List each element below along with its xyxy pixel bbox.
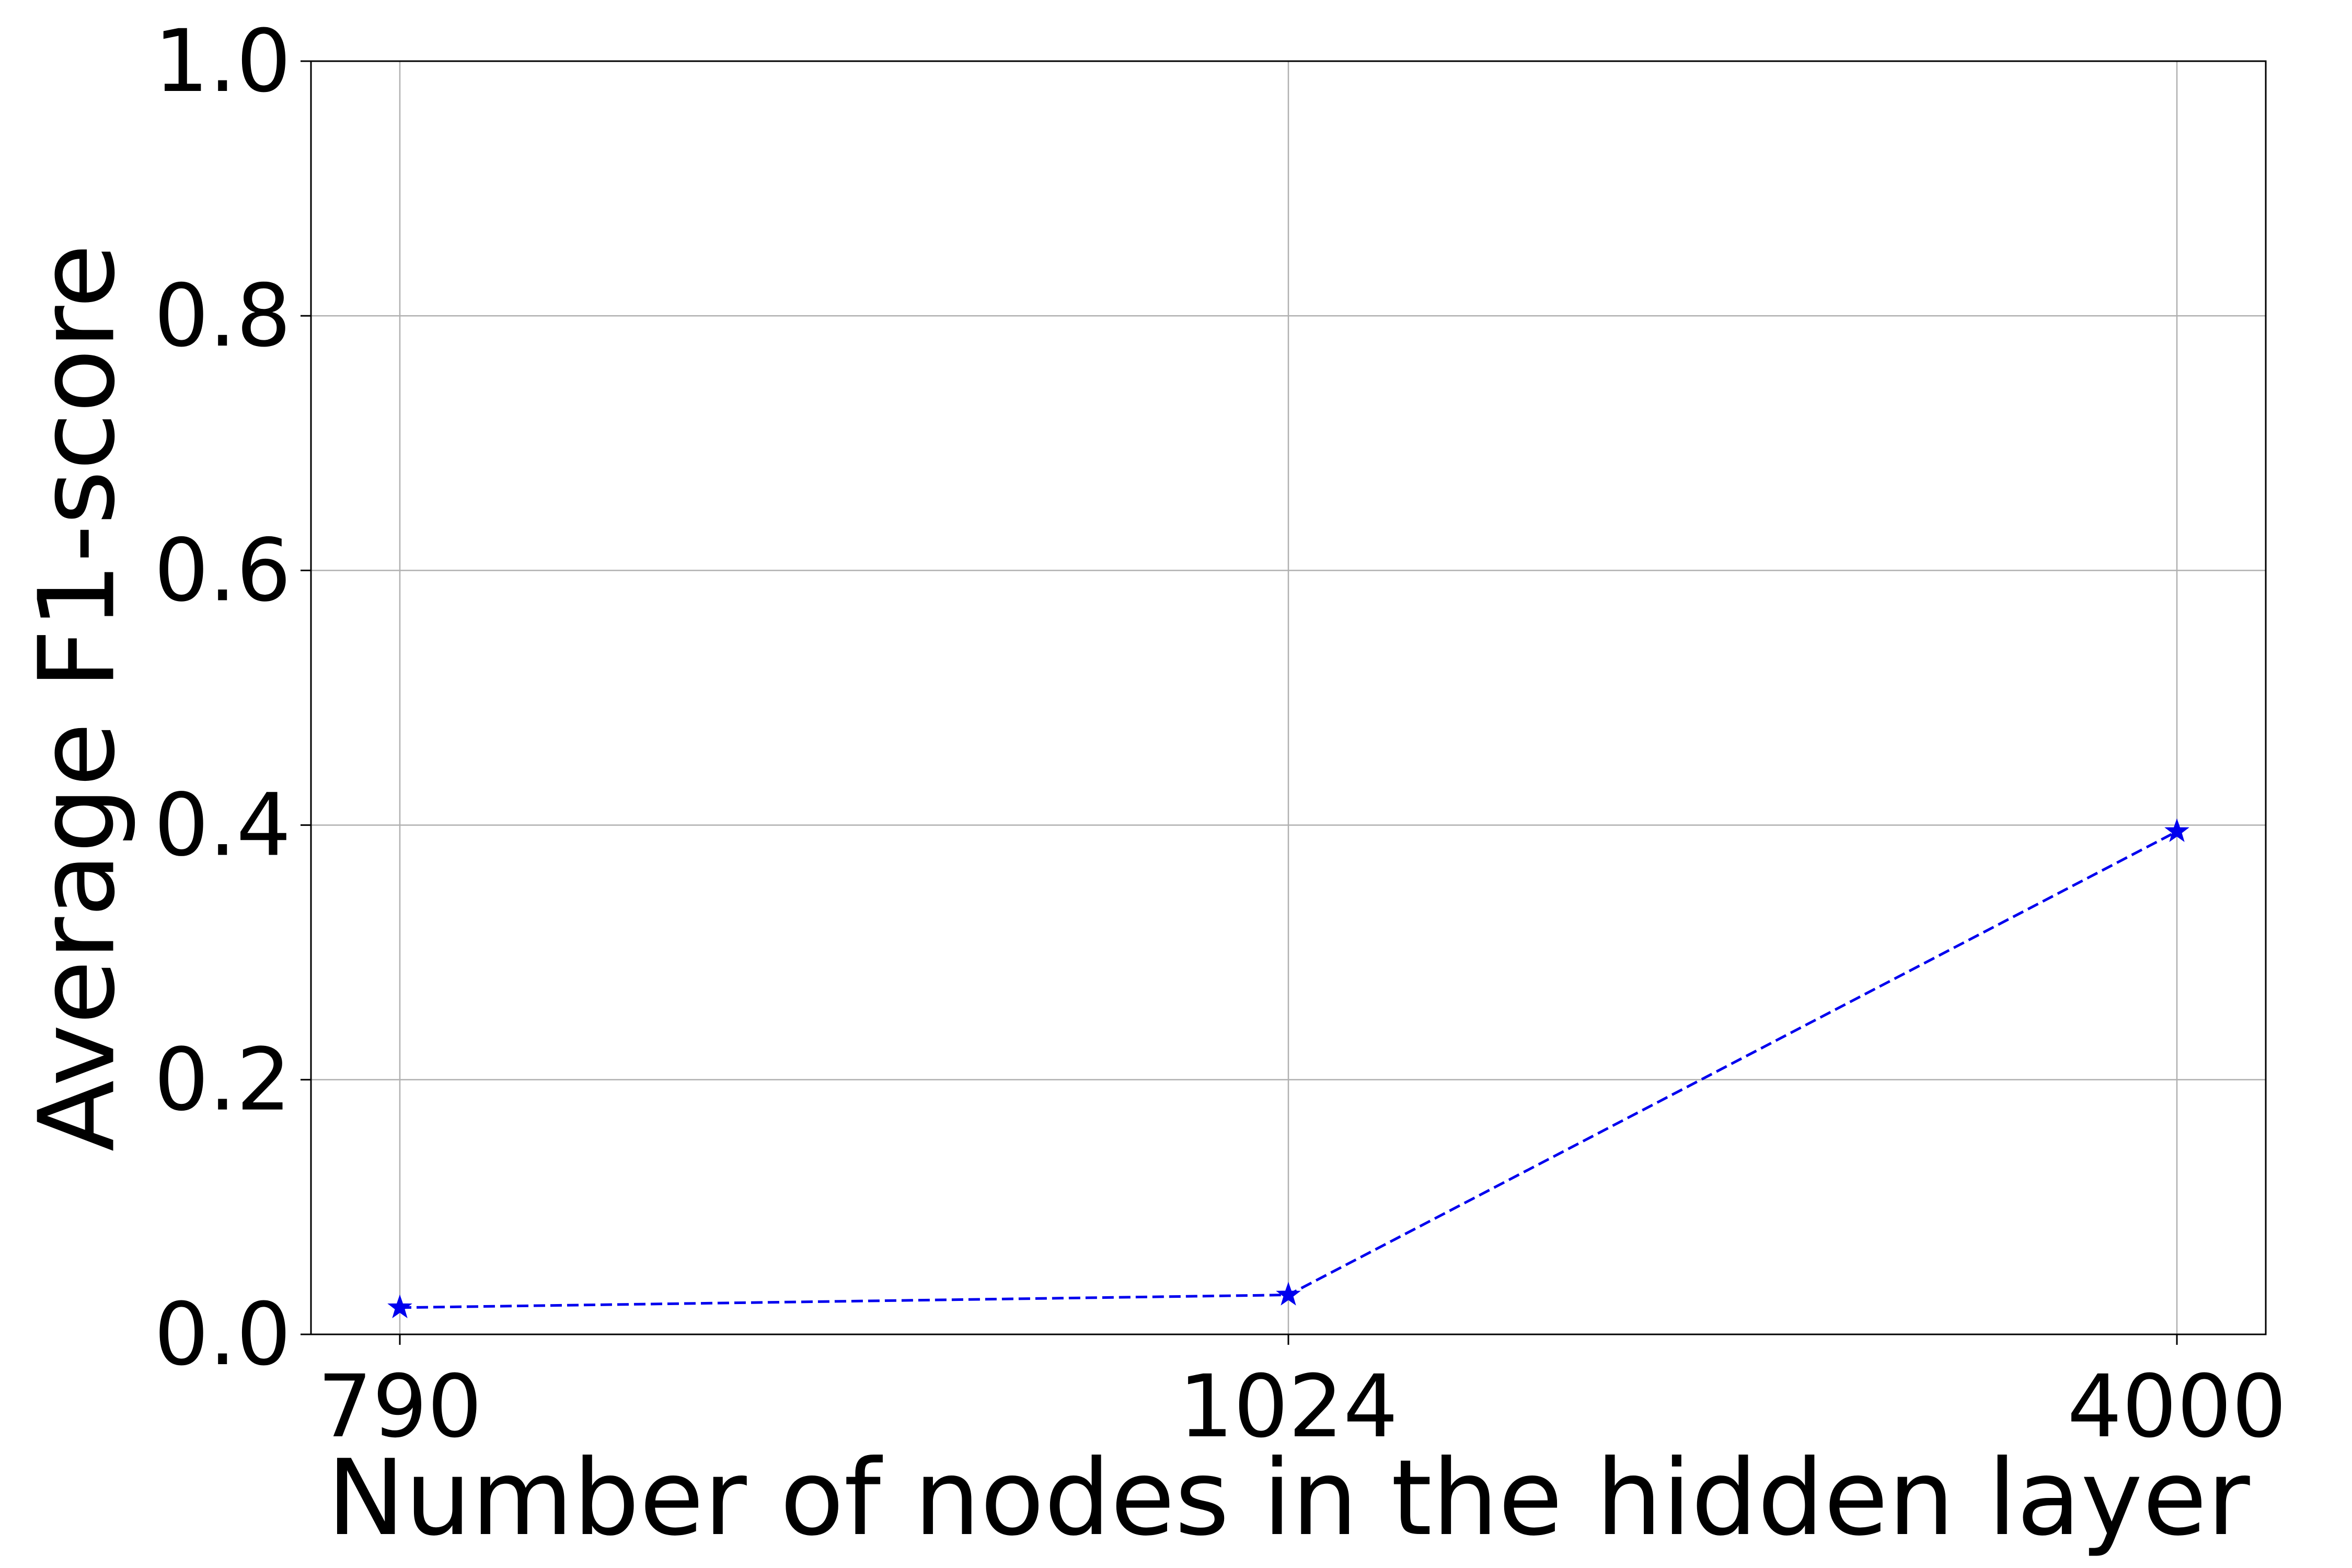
y-tick-label: 0.6 bbox=[154, 520, 291, 620]
data-point-star bbox=[1276, 1282, 1301, 1306]
ticks: 0.0 0.2 0.4 0.6 0.8 1.0 790 1024 4000 bbox=[154, 11, 2287, 1457]
x-tick-label: 1024 bbox=[1179, 1356, 1398, 1457]
data-point-star bbox=[2164, 818, 2189, 843]
y-tick-label: 1.0 bbox=[154, 11, 291, 111]
x-tick-label: 790 bbox=[318, 1356, 482, 1457]
y-tick-label: 0.8 bbox=[154, 266, 291, 366]
y-axis-label: Average F1-score bbox=[17, 244, 139, 1152]
y-tick-label: 0.2 bbox=[154, 1030, 291, 1130]
series-layer bbox=[387, 818, 2189, 1319]
y-tick-label: 0.0 bbox=[154, 1284, 291, 1385]
x-tick-label: 4000 bbox=[2067, 1356, 2287, 1457]
x-axis-label: Number of nodes in the hidden layer bbox=[327, 1437, 2250, 1559]
data-point-star bbox=[387, 1294, 412, 1319]
y-tick-label: 0.4 bbox=[154, 775, 291, 875]
